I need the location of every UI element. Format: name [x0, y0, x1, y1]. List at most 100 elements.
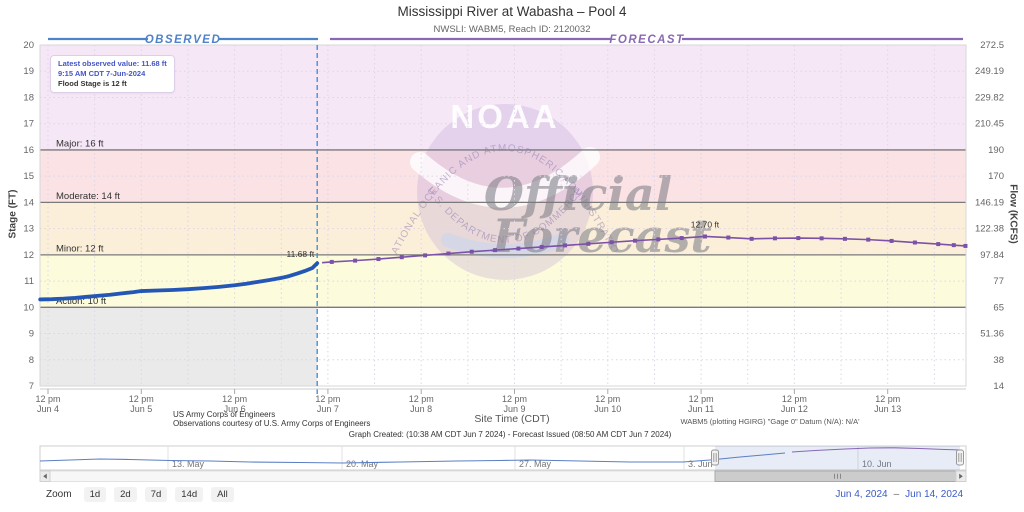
x-tick-date-label: Jun 11 [688, 404, 714, 414]
page-subtitle: NWSLI: WABM5, Reach ID: 2120032 [433, 24, 591, 35]
flow-tick-label: 77 [993, 276, 1004, 287]
navigator-right-handle[interactable] [956, 449, 964, 466]
stage-axis-title: Stage (FT) [7, 189, 19, 239]
forecast-phase-label: FORECAST [609, 34, 684, 46]
xaxis-title: Site Time (CDT) [474, 413, 550, 425]
flow-tick-label: 272.5 [980, 40, 1004, 51]
zoom-buttons: 1d 2d 7d 14d All [76, 487, 234, 502]
noaa-logo-text: NOAA [450, 98, 559, 135]
navigator-selected-range[interactable] [715, 446, 960, 470]
stage-tick-label: 18 [23, 92, 34, 103]
plot-frame [39, 44, 967, 387]
navigator-track[interactable] [39, 445, 967, 471]
navigator-date-label: 27. May [519, 459, 552, 469]
zoom-button-14d[interactable]: 14d [175, 487, 204, 502]
graph-created-note: Graph Created: (10:38 AM CDT Jun 7 2024)… [348, 430, 672, 439]
stage-tick-label: 15 [23, 171, 34, 182]
gage-datum-note: WABM5 (plotting HGIRG) "Gage 0" Datum (N… [680, 417, 860, 426]
flood-stage-note: Flood Stage is 12 ft [58, 79, 127, 88]
observed-period-shade [40, 307, 318, 386]
stage-tick-label: 7 [29, 381, 34, 392]
stage-tick-label: 20 [23, 40, 34, 51]
flow-tick-label: 122.38 [975, 224, 1004, 235]
stage-tick-label: 14 [23, 197, 34, 208]
x-tick-time-label: 12 pm [409, 394, 434, 404]
stage-tick-label: 12 [23, 250, 34, 261]
zoom-label: Zoom [46, 489, 72, 500]
x-tick-date-label: Jun 10 [594, 404, 621, 414]
latest-observed-value: Latest observed value: 11.68 ft [58, 59, 167, 68]
official-watermark-line2: Forecast [490, 209, 711, 263]
x-tick-time-label: 12 pm [875, 394, 900, 404]
stage-tick-label: 16 [23, 145, 34, 156]
y-axis-labels: 20 272.5 19 249.19 18 229.82 17 210.45 16 190 15 17… [23, 40, 1004, 392]
navigator[interactable]: 13. May 20. May 27. May 3. Jun 10. Jun [39, 445, 967, 482]
latest-observed-time: 9:15 AM CDT 7-Jun-2024 [58, 69, 146, 78]
stage-tick-label: 13 [23, 224, 34, 235]
zoom-button-2d[interactable]: 2d [114, 487, 137, 502]
scrollbar-left-arrow-icon [43, 473, 47, 479]
x-tick-time-label: 12 pm [689, 394, 714, 404]
x-tick-date-label: Jun 8 [410, 404, 432, 414]
zoom-button-1d[interactable]: 1d [83, 487, 107, 502]
x-tick-time-label: 12 pm [315, 394, 340, 404]
flow-axis-title: Flow (KCFS) [1007, 184, 1019, 244]
x-tick-date-label: Jun 13 [874, 404, 901, 414]
x-tick-time-label: 12 pm [782, 394, 807, 404]
x-tick-date-label: Jun 7 [317, 404, 339, 414]
x-tick-time-label: 12 pm [35, 394, 60, 404]
navigator-date-label: 3. Jun [688, 459, 713, 469]
flow-tick-label: 38 [993, 355, 1004, 366]
range-end-input[interactable]: Jun 14, 2024 [905, 489, 963, 500]
flood-line-label: Major: 16 ft [56, 138, 104, 149]
navigator-date-label: 20. May [346, 459, 379, 469]
attribution-line2: Observations courtesy of U.S. Army Corps… [173, 419, 371, 428]
flow-tick-label: 146.19 [975, 197, 1004, 208]
navigator-date-label: 13. May [172, 459, 205, 469]
observed-series-line [38, 261, 320, 302]
x-tick-time-label: 12 pm [595, 394, 620, 404]
flood-stage-lines: Major: 16 ft Moderate: 14 ft Minor: 12 ft A… [40, 138, 966, 308]
x-tick-date-label: Jun 5 [130, 404, 152, 414]
stage-tick-label: 17 [23, 119, 34, 130]
stage-tick-label: 11 [24, 276, 34, 287]
range-start-input[interactable]: Jun 4, 2024 [835, 489, 888, 500]
zoom-button-7d[interactable]: 7d [144, 487, 168, 502]
value-annotation: 12.70 ft [691, 219, 720, 229]
x-tick-time-label: 12 pm [502, 394, 527, 404]
flood-line-label: Action: 10 ft [56, 296, 107, 307]
flow-tick-label: 14 [993, 381, 1004, 392]
phase-header: OBSERVED FORECAST [48, 34, 963, 46]
navigator-series-forecast [791, 447, 963, 453]
flow-tick-label: 229.82 [975, 92, 1004, 103]
flood-category-bands [40, 45, 966, 308]
x-tick-time-label: 12 pm [129, 394, 154, 404]
flood-line-label: Moderate: 14 ft [56, 191, 120, 202]
value-annotation: 11.68 ft [286, 249, 314, 259]
zoom-button-all[interactable]: All [211, 487, 234, 502]
range-separator: – [893, 489, 900, 500]
flow-tick-label: 249.19 [975, 66, 1004, 77]
flow-tick-label: 65 [993, 302, 1004, 313]
x-tick-date-label: Jun 9 [503, 404, 525, 414]
navigator-series-observed [39, 452, 786, 464]
flow-tick-label: 190 [988, 145, 1004, 156]
navigator-left-handle[interactable] [711, 449, 719, 466]
forecast-series-line [322, 235, 966, 264]
observed-phase-label: OBSERVED [145, 34, 222, 46]
flow-tick-label: 210.45 [975, 119, 1004, 130]
page-title: Mississippi River at Wabasha – Pool 4 [397, 4, 627, 19]
x-tick-date-label: Jun 12 [781, 404, 808, 414]
forecast-series-markers [329, 234, 968, 264]
latest-observed-info-box: Latest observed value: 11.68 ft 9:15 AM … [50, 55, 175, 93]
flow-tick-label: 170 [988, 171, 1004, 182]
official-watermark-line1: Official [484, 167, 672, 221]
flood-line-label: Minor: 12 ft [56, 243, 104, 254]
x-tick-time-label: 12 pm [222, 394, 247, 404]
flow-tick-label: 51.36 [980, 329, 1004, 340]
stage-tick-label: 10 [23, 302, 34, 313]
stage-tick-label: 9 [29, 329, 34, 340]
